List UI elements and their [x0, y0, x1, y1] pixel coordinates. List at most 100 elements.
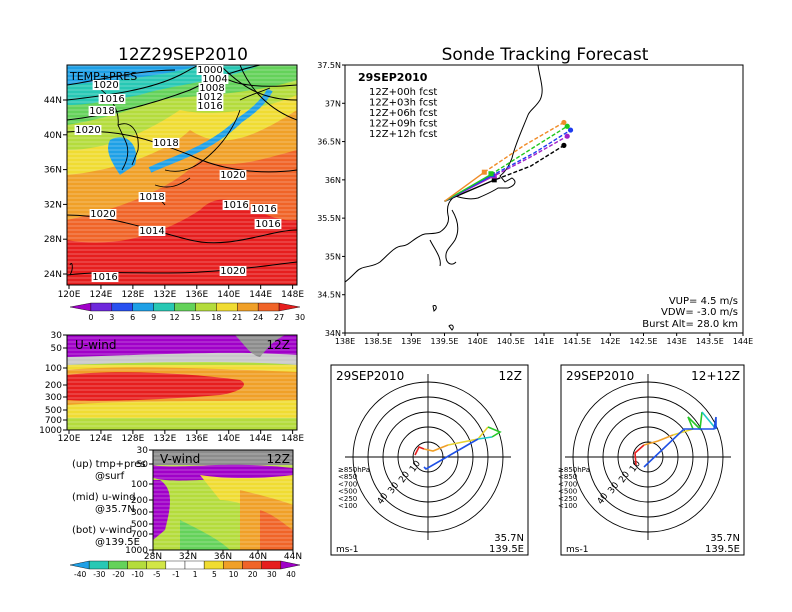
v-pressure-tick-label: 50: [137, 460, 149, 470]
track-descent-line: [490, 135, 568, 179]
map-lat-tick-label: 44N: [44, 96, 62, 106]
wind-colorbar-label: -20: [112, 570, 124, 579]
track-descent-line: [490, 125, 568, 176]
param-vup: VUP= 4.5 m/s: [669, 296, 738, 307]
map-lon-tick-label: 148E: [281, 290, 304, 300]
u-pressure-tick-label: 200: [45, 381, 62, 391]
u-pressure-tick-label: 700: [45, 416, 62, 426]
wind-colorbar: -40 -30 -20 -10 -5 -1 1 5 10 20 30 40: [69, 560, 301, 579]
u-lon-tick-label: 132E: [153, 434, 176, 444]
isobar-label-bg: [91, 272, 119, 282]
hodo-legend-label: <700: [338, 480, 357, 488]
temp-colorbar-swatch: [237, 302, 259, 312]
isobar-label: 1016: [99, 94, 124, 105]
v-wind-lat-ticks: 28N 32N 36N 40N 44N: [144, 550, 302, 562]
hodo-trace-segment: [414, 445, 425, 456]
track-legend-label: 12Z+03h fcst: [369, 98, 437, 109]
note-up-line1: (up) tmp+pres: [72, 459, 146, 470]
track-lon-tick-label: 143.5E: [696, 337, 724, 346]
isobar-label-bg: [138, 192, 166, 202]
u-lon-tick-label: 124E: [90, 434, 113, 444]
track-lon-tick-label: 142E: [600, 337, 620, 346]
isobar-label-bg: [201, 74, 229, 84]
track-lon-tick-label: 144E: [733, 337, 753, 346]
temp-colorbar-swatch: [174, 302, 196, 312]
panel-notes: (up) tmp+pres @surf (mid) u-wind @35.7N …: [72, 459, 146, 548]
landing-point: [564, 123, 570, 129]
hodo-trace-segment: [477, 436, 493, 440]
v-lat-tick-label: 44N: [284, 552, 302, 562]
map-lon-ticks: 120E 124E 128E 132E 136E 140E 144E 148E: [58, 285, 304, 300]
track-legend-label: 12Z+00h fcst: [369, 87, 437, 98]
temp-colorbar-label: 12: [169, 313, 179, 322]
track-lon-tick-label: 139E: [401, 337, 421, 346]
map-lon-tick-label: 136E: [185, 290, 208, 300]
isobar-label-bg: [196, 65, 224, 75]
isobar-label-bg: [219, 266, 247, 276]
u-lon-tick-label: 128E: [121, 434, 144, 444]
temp-colorbar-swatch: [69, 302, 92, 312]
map-lon-tick-label: 144E: [249, 290, 272, 300]
v-lat-tick-label: 32N: [179, 552, 197, 562]
hodo-legend-label: ≥850hPa: [558, 466, 590, 474]
landing-point: [564, 133, 570, 139]
hodo-right-unit: ms-1: [566, 545, 588, 555]
v-pressure-tick-label: 500: [131, 520, 148, 530]
isobar-label: 1004: [202, 74, 227, 85]
temp-colorbar-label: 27: [274, 313, 284, 322]
u-lon-tick-label: 144E: [249, 434, 272, 444]
map-lat-ticks: 44N 40N 36N 32N 28N 24N: [44, 96, 67, 280]
isobar-label: 1018: [153, 138, 178, 149]
temp-colorbar-swatch: [216, 302, 238, 312]
track-lat-tick-label: 35.5N: [317, 214, 341, 223]
note-up-line2: @surf: [95, 471, 125, 482]
track-date: 29SEP2010: [358, 71, 428, 84]
v-pressure-tick-label: 700: [131, 530, 148, 540]
track-lon-tick-label: 138.5E: [364, 337, 392, 346]
isobar-label-bg: [98, 94, 126, 104]
map-lon-tick-label: 120E: [58, 290, 81, 300]
temperature-colorbar: 0 3 6 9 12 15 18 21 24 27 30: [69, 302, 305, 322]
v-pressure-tick-label: 300: [131, 508, 148, 518]
isobar-label: 1020: [90, 209, 115, 220]
isobar-label: 1016: [223, 200, 248, 211]
temp-colorbar-swatch: [195, 302, 217, 312]
track-lat-ticks: 37.5N 37N 36.5N 36N 35.5N 35N 34.5N 34N: [317, 61, 345, 338]
note-mid-line2: @35.7N: [95, 504, 135, 515]
isobar-label: 1020: [93, 80, 118, 91]
hodo-legend-label: <700: [558, 480, 577, 488]
u-pressure-tick-label: 300: [45, 393, 62, 403]
isobar-label-bg: [92, 80, 120, 90]
map-lat-tick-label: 40N: [44, 131, 62, 141]
u-lon-tick-label: 120E: [58, 434, 81, 444]
u-lon-tick-label: 140E: [217, 434, 240, 444]
wind-colorbar-swatch: [88, 560, 109, 570]
map-lon-tick-label: 132E: [153, 290, 176, 300]
temp-colorbar-swatch: [132, 302, 154, 312]
temp-colorbar-swatch: [257, 302, 280, 312]
u-lon-tick-label: 136E: [185, 434, 208, 444]
track-legend-label: 12Z+12h fcst: [369, 129, 437, 140]
isobar-label-bg: [152, 138, 180, 148]
map-lat-tick-label: 24N: [44, 270, 62, 280]
temp-colorbar-swatch: [278, 302, 301, 312]
wind-colorbar-swatch: [203, 560, 224, 570]
isobar-label-bg: [89, 209, 117, 219]
track-lon-tick-label: 143E: [667, 337, 687, 346]
track-lon-ticks: 138E 138.5E 139E 139.5E 140E 140.5E 141E 141.5E…: [335, 333, 753, 346]
wind-colorbar-label: 1: [193, 570, 198, 579]
track-lat-tick-label: 36N: [325, 176, 341, 185]
wind-colorbar-swatch: [261, 560, 282, 570]
hodo-right-time: 12+12Z: [691, 369, 740, 383]
isobar-label: 1018: [89, 106, 114, 117]
hodograph-analysis: 29SEP2010 12Z ms-1 35.7N 139.5E 10203040…: [330, 364, 529, 556]
map-lat-tick-label: 28N: [44, 235, 62, 245]
hodo-legend-label: <500: [338, 488, 357, 496]
wind-colorbar-label: -5: [153, 570, 161, 579]
isobar-label: 1012: [197, 92, 222, 103]
hodograph-forecast: 29SEP2010 12+12Z ms-1 35.7N 139.5E 10203…: [558, 364, 745, 556]
track-lon-tick-label: 141E: [534, 337, 554, 346]
u-pressure-tick-label: 100: [45, 364, 62, 374]
temp-pres-map: TEMP+PRES 100010041008101210161020101610…: [44, 64, 305, 322]
